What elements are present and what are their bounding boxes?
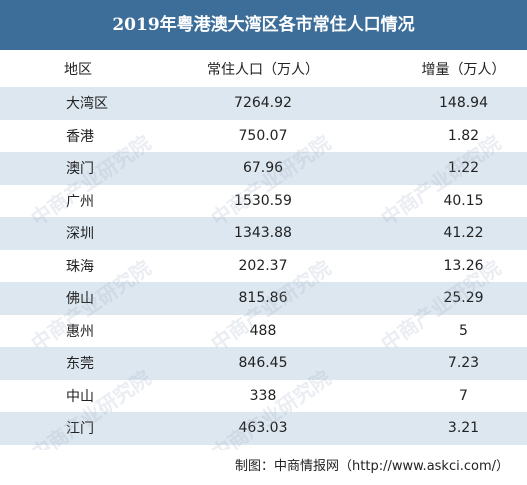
- column-header-increase: 增量（万人）: [370, 50, 527, 87]
- cell-increase: 7: [370, 379, 527, 412]
- cell-region: 深圳: [0, 217, 180, 250]
- cell-region: 大湾区: [0, 87, 180, 120]
- cell-population: 1530.59: [180, 184, 370, 217]
- page-title: 2019年粤港澳大湾区各市常住人口情况: [0, 0, 527, 50]
- cell-population: 202.37: [180, 249, 370, 282]
- cell-increase: 1.22: [370, 152, 527, 185]
- cell-increase: 1.82: [370, 119, 527, 152]
- cell-increase: 5: [370, 314, 527, 347]
- table-row: 江门 463.03 3.21: [0, 412, 527, 445]
- table-row: 珠海 202.37 13.26: [0, 249, 527, 282]
- cell-increase: 41.22: [370, 217, 527, 250]
- table-row: 佛山 815.86 25.29: [0, 282, 527, 315]
- table-row: 东莞 846.45 7.23: [0, 347, 527, 380]
- cell-population: 338: [180, 379, 370, 412]
- cell-region: 广州: [0, 184, 180, 217]
- cell-increase: 40.15: [370, 184, 527, 217]
- cell-increase: 7.23: [370, 347, 527, 380]
- cell-population: 750.07: [180, 119, 370, 152]
- column-header-region: 地区: [0, 50, 180, 87]
- cell-increase: 13.26: [370, 249, 527, 282]
- table-row: 惠州 488 5: [0, 314, 527, 347]
- cell-increase: 25.29: [370, 282, 527, 315]
- table-row: 中山 338 7: [0, 379, 527, 412]
- cell-region: 佛山: [0, 282, 180, 315]
- cell-region: 澳门: [0, 152, 180, 185]
- cell-region: 江门: [0, 412, 180, 445]
- cell-population: 846.45: [180, 347, 370, 380]
- table-row: 广州 1530.59 40.15: [0, 184, 527, 217]
- population-table: 地区 常住人口（万人） 增量（万人） 大湾区 7264.92 148.94 香港…: [0, 50, 527, 445]
- cell-region: 香港: [0, 119, 180, 152]
- table-row: 深圳 1343.88 41.22: [0, 217, 527, 250]
- cell-population: 488: [180, 314, 370, 347]
- source-credit: 制图：中商情报网（http://www.askci.com/）: [0, 450, 527, 485]
- table-row: 香港 750.07 1.82: [0, 119, 527, 152]
- table-row: 大湾区 7264.92 148.94: [0, 87, 527, 120]
- cell-population: 67.96: [180, 152, 370, 185]
- cell-population: 7264.92: [180, 87, 370, 120]
- column-header-population: 常住人口（万人）: [180, 50, 370, 87]
- cell-region: 中山: [0, 379, 180, 412]
- table-row: 澳门 67.96 1.22: [0, 152, 527, 185]
- cell-population: 463.03: [180, 412, 370, 445]
- cell-region: 珠海: [0, 249, 180, 282]
- cell-region: 惠州: [0, 314, 180, 347]
- cell-increase: 3.21: [370, 412, 527, 445]
- cell-population: 1343.88: [180, 217, 370, 250]
- cell-population: 815.86: [180, 282, 370, 315]
- table-header-row: 地区 常住人口（万人） 增量（万人）: [0, 50, 527, 87]
- cell-region: 东莞: [0, 347, 180, 380]
- cell-increase: 148.94: [370, 87, 527, 120]
